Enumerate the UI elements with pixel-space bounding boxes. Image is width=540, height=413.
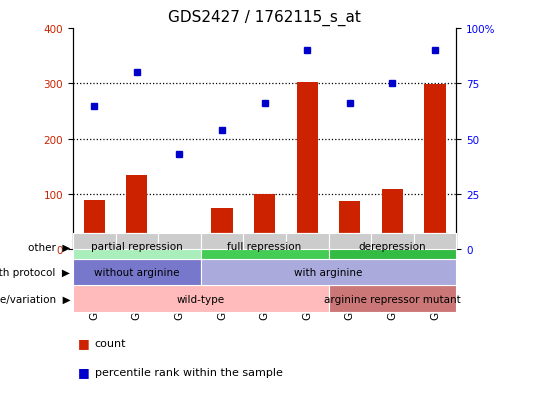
Text: count: count <box>94 338 126 348</box>
Text: with arginine: with arginine <box>294 268 363 278</box>
Text: without arginine: without arginine <box>94 268 179 278</box>
Text: other  ▶: other ▶ <box>28 242 70 252</box>
Bar <box>168 236 190 250</box>
Text: wild-type: wild-type <box>177 294 225 304</box>
Text: full repression: full repression <box>227 242 302 252</box>
Title: GDS2427 / 1762115_s_at: GDS2427 / 1762115_s_at <box>168 10 361 26</box>
Text: arginine repressor mutant: arginine repressor mutant <box>324 294 461 304</box>
Text: growth protocol  ▶: growth protocol ▶ <box>0 268 70 278</box>
Text: derepression: derepression <box>359 242 426 252</box>
Text: partial repression: partial repression <box>91 242 183 252</box>
Bar <box>211 209 233 250</box>
Bar <box>126 175 147 250</box>
Bar <box>382 189 403 250</box>
Text: ■: ■ <box>78 365 90 378</box>
Bar <box>296 83 318 250</box>
Text: percentile rank within the sample: percentile rank within the sample <box>94 367 282 377</box>
Bar <box>84 200 105 250</box>
Bar <box>424 85 445 250</box>
Bar <box>254 195 275 250</box>
Text: genotype/variation  ▶: genotype/variation ▶ <box>0 294 70 304</box>
Text: ■: ■ <box>78 336 90 349</box>
Bar <box>339 202 361 250</box>
